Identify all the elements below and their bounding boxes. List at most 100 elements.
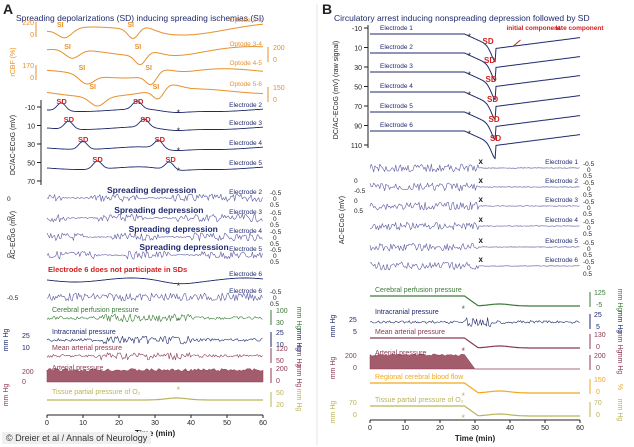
rcbf-trace-label: Optode 2-3 bbox=[229, 17, 262, 24]
ac-trace-label-b: Electrode 2 bbox=[545, 178, 578, 185]
icp-scale-left: 10 bbox=[22, 345, 30, 352]
systemic-scale-bottom-b: 0 bbox=[596, 344, 600, 351]
image-credit: © Dreier et al / Annals of Neurology bbox=[2, 432, 152, 444]
star-marker: * bbox=[462, 413, 466, 423]
systemic-trace-label-b: Cerebral perfusion pressure bbox=[375, 287, 462, 294]
ac-trace bbox=[46, 232, 263, 242]
rcbf-trace bbox=[46, 46, 263, 66]
systemic-scale-top-b: 25 bbox=[594, 312, 602, 319]
systemic-unit-b: mm Hg bbox=[616, 399, 623, 422]
spreading-depression-label: Spreading depression bbox=[107, 185, 196, 195]
initial-component-arrow bbox=[513, 39, 521, 47]
ac-scale-tick-b: -0.5 bbox=[583, 180, 595, 187]
arterial-pressure-band-b bbox=[369, 353, 580, 370]
ac-trace-label: Electrode 2 bbox=[229, 189, 262, 196]
star-marker: * bbox=[177, 126, 181, 136]
systemic-trace-label: Cerebral perfusion pressure bbox=[52, 307, 139, 314]
dc-axis-tick-b: 110 bbox=[351, 143, 362, 150]
systemic-scale-top-b: 130 bbox=[594, 332, 606, 339]
x-axis-title: Time (min) bbox=[135, 429, 176, 438]
sd-label: SD bbox=[155, 135, 166, 144]
dc-trace-label: Electrode 5 bbox=[229, 160, 262, 167]
systemic-trace-label: Intracranial pressure bbox=[52, 329, 116, 336]
si-label: SI bbox=[145, 65, 152, 72]
sd-label-b: SD bbox=[483, 37, 494, 46]
si-label: SI bbox=[64, 44, 71, 51]
star-marker: * bbox=[177, 316, 181, 326]
systemic-trace-label: Mean arterial pressure bbox=[52, 345, 122, 352]
mmhg-label-b: mm Hg bbox=[330, 315, 337, 338]
ac-scale-tick-b: 0 bbox=[587, 167, 591, 174]
ac-trace-label-b: Electrode 6 bbox=[545, 257, 578, 264]
dc-trace bbox=[47, 100, 263, 113]
x-axis-tick: 0 bbox=[45, 420, 49, 427]
ac-scale-tick: 0 bbox=[273, 216, 277, 223]
systemic-scale-bottom: 0 bbox=[276, 378, 280, 385]
systemic-unit: mm Hg bbox=[295, 345, 302, 368]
x-axis-tick: 50 bbox=[223, 420, 231, 427]
x-axis-tick: 10 bbox=[79, 420, 87, 427]
mmhg-label-left: mm Hg bbox=[3, 329, 10, 352]
ac-scale-tick-b: 0 bbox=[587, 265, 591, 272]
rcbf-trace bbox=[47, 23, 264, 39]
sd-label-b: SD bbox=[484, 56, 495, 65]
spreading-depression-label: Spreading depression bbox=[129, 224, 218, 234]
ac-scale-tick-b: 0.5 bbox=[583, 271, 592, 278]
sd-label: SD bbox=[165, 155, 176, 164]
x-axis-tick-b: 20 bbox=[436, 425, 444, 432]
systemic-trace-label-b: Mean arterial pressure bbox=[375, 329, 445, 336]
ac-left-tick-b: 0 bbox=[354, 178, 358, 185]
ac-trace-b bbox=[369, 163, 580, 173]
ap-scale-left-b: 0 bbox=[353, 365, 357, 372]
dc-trace-b bbox=[370, 33, 581, 63]
dc-trace bbox=[46, 160, 263, 171]
sd-label: SD bbox=[78, 135, 89, 144]
systemic-trace-label: Arterial pressure bbox=[52, 365, 103, 372]
systemic-trace-label-b: Regional cerebral blood flow bbox=[375, 374, 464, 381]
dc-trace-electrode-6 bbox=[46, 277, 264, 285]
ac-trace-label-b: Electrode 5 bbox=[545, 238, 578, 245]
systemic-trace bbox=[47, 397, 263, 401]
star-marker: * bbox=[462, 391, 466, 401]
systemic-trace-label-b: Intracranial pressure bbox=[375, 309, 439, 316]
ac-scale-tick-b: 0 bbox=[587, 225, 591, 232]
star-marker: * bbox=[468, 32, 472, 42]
initial-component-label: initial component bbox=[507, 25, 562, 32]
systemic-scale-bottom-b: 0 bbox=[596, 365, 600, 372]
systemic-scale-bottom-b: 0 bbox=[596, 389, 600, 396]
sd-label-b: SD bbox=[490, 134, 501, 143]
ac-scale-tick-b: 0.5 bbox=[583, 231, 592, 238]
systemic-scale-bottom: 50 bbox=[276, 358, 284, 365]
spreading-depression-label: Spreading depression bbox=[139, 242, 228, 252]
ac-left-tick-b: -0.5 bbox=[354, 188, 366, 195]
systemic-scale-top-b: 200 bbox=[594, 353, 606, 360]
ac-scale-tick: -0.5 bbox=[270, 190, 282, 197]
systemic-trace-b bbox=[370, 405, 580, 417]
dc-trace-label-b: Electrode 6 bbox=[380, 122, 413, 129]
ac-scale-tick: 0 bbox=[273, 196, 277, 203]
dc-axis-tick: 10 bbox=[27, 124, 35, 131]
ac-scale-tick-b: 0 bbox=[587, 246, 591, 253]
systemic-trace bbox=[46, 313, 263, 323]
systemic-scale-bottom-b: 0 bbox=[596, 412, 600, 419]
dc-trace-label-b: Electrode 3 bbox=[380, 63, 413, 70]
star-marker: * bbox=[177, 166, 181, 176]
dc-trace-b bbox=[370, 52, 581, 82]
dc-axis-tick: -10 bbox=[25, 105, 35, 112]
dc-trace bbox=[46, 140, 263, 151]
panel-b-letter: B bbox=[322, 1, 332, 17]
ac-scale-tick: -0.5 bbox=[270, 247, 282, 254]
panel-a-letter: A bbox=[3, 1, 13, 17]
dc-trace-label-b: Electrode 4 bbox=[380, 83, 413, 90]
ac-trace-label-b: Electrode 3 bbox=[545, 197, 578, 204]
dc-axis-tick-b: 70 bbox=[354, 104, 362, 111]
po2-scale-left-b: 70 bbox=[349, 400, 357, 407]
icp-scale-left-b: 25 bbox=[349, 317, 357, 324]
ac-scale-tick-b: -0.5 bbox=[583, 219, 595, 226]
star-marker: * bbox=[177, 385, 181, 395]
sd-label: SD bbox=[140, 115, 151, 124]
x-axis-tick-b: 50 bbox=[541, 425, 549, 432]
systemic-scale-bottom: 30 bbox=[276, 320, 284, 327]
ac-scale-left: 0 bbox=[7, 235, 11, 242]
